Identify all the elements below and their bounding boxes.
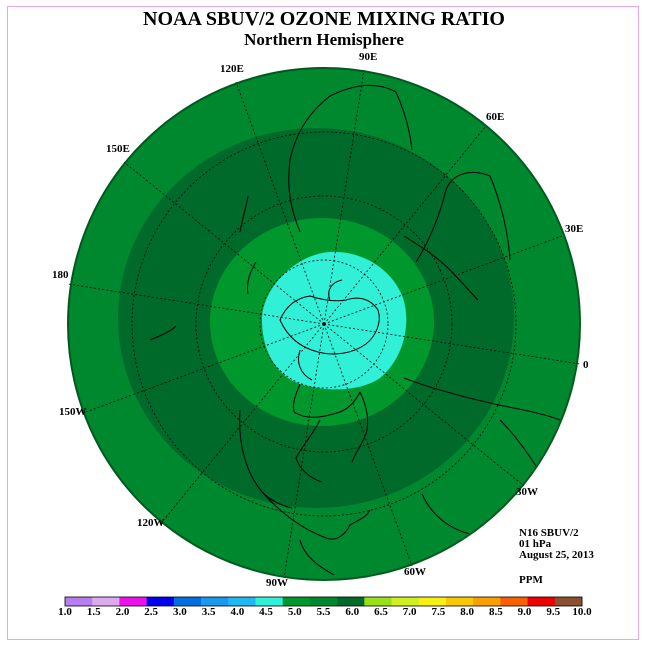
color-scale-tick-label: 7.0 [402,606,417,618]
color-scale-tick-label: 6.0 [345,606,360,618]
color-scale-outline [64,596,583,607]
color-scale-swatch [255,597,283,606]
color-scale-tick-label: 2.0 [115,606,130,618]
color-scale-swatch [527,597,556,606]
color-scale-swatch [364,597,392,606]
units-label: PPM [519,574,543,586]
lon-label-60w: 60W [404,566,426,578]
color-scale-swatch [418,597,447,606]
color-scale-tick-label: 5.5 [316,606,331,618]
lon-label-90w: 90W [266,577,288,589]
color-scale-tick-label: 8.5 [488,606,503,618]
color-scale-tick-label: 5.0 [287,606,302,618]
satellite-label: N16 SBUV/2 [519,527,579,539]
color-scale-swatch [146,597,175,606]
lon-label-30w: 30W [516,486,538,498]
color-scale-swatch [445,597,474,606]
color-scale-tick-label: 1.5 [86,606,101,618]
lon-label-0: 0 [583,359,589,371]
color-scale-swatch [119,597,147,606]
lon-label-120w: 120W [137,517,165,529]
ozone-polar-cap [262,251,407,390]
color-scale-tick-label: 2.5 [144,606,159,618]
color-scale-tick-label: 9.5 [546,606,561,618]
color-scale-bar [64,596,583,607]
pressure-level-label: 01 hPa [519,538,552,550]
color-scale-tick-label: 4.0 [230,606,245,618]
date-label: August 25, 2013 [519,549,594,561]
lon-label-120e: 120E [220,63,244,75]
color-scale-swatch [282,597,311,606]
lon-label-180: 180 [52,269,69,281]
color-scale-tick-label: 3.0 [173,606,187,618]
map-subtitle: Northern Hemisphere [244,30,404,49]
color-scale-tick-label: 1.0 [58,606,72,618]
color-scale-swatch [309,597,338,606]
globe-outline [67,67,581,581]
figure-frame [7,6,639,640]
color-scale-swatch [228,597,256,606]
color-scale-swatch [201,597,229,606]
lon-label-60e: 60E [486,111,505,123]
color-scale-swatch [473,597,501,606]
color-scale-tick-label: 7.5 [431,606,446,618]
color-scale-tick-label: 8.0 [460,606,474,618]
color-scale-swatch [92,597,120,606]
graticule [67,69,581,579]
color-scale-swatch [337,597,365,606]
color-scale-tick-label: 3.5 [201,606,216,618]
color-scale-swatch [391,597,420,606]
lon-label-150w: 150W [59,406,87,418]
coastlines [149,84,561,576]
map-title: NOAA SBUV/2 OZONE MIXING RATIO [143,8,505,30]
color-scale-tick-label: 9.0 [517,606,532,618]
color-scale-swatch [500,597,528,606]
color-scale-tick-label: 6.5 [374,606,388,618]
lon-label-90e: 90E [359,51,378,63]
color-scale-swatch [65,597,93,606]
color-scale-swatch [554,597,583,606]
color-scale-swatch [173,597,202,606]
lon-label-150e: 150E [106,143,130,155]
color-scale-tick-label: 4.5 [259,606,273,618]
color-scale-tick-label: 10.0 [572,606,592,618]
lon-label-30e: 30E [565,223,584,235]
